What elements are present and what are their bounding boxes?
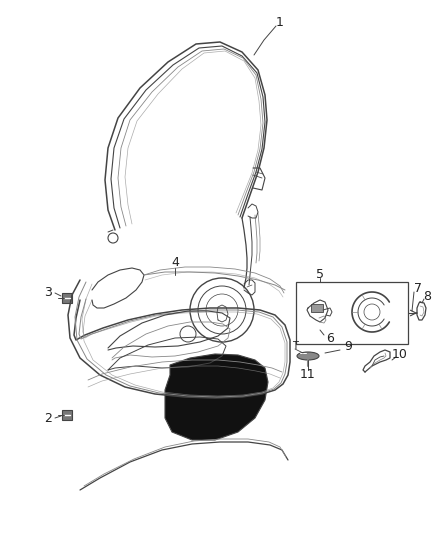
Ellipse shape [297,352,319,360]
Text: 3: 3 [44,286,52,298]
Bar [296,282,408,344]
Text: 1: 1 [276,15,284,28]
Text: 7: 7 [414,281,422,295]
Text: 8: 8 [423,289,431,303]
Text: 9: 9 [344,341,352,353]
Polygon shape [165,354,268,440]
Text: 4: 4 [171,255,179,269]
Text: 10: 10 [392,349,408,361]
Bar [311,304,323,312]
Text: 2: 2 [44,411,52,424]
Text: 5: 5 [316,268,324,280]
Text: 6: 6 [326,332,334,344]
Bar [62,410,72,420]
Bar [62,293,72,303]
Text: 11: 11 [300,368,316,382]
Text: T: T [292,341,298,351]
